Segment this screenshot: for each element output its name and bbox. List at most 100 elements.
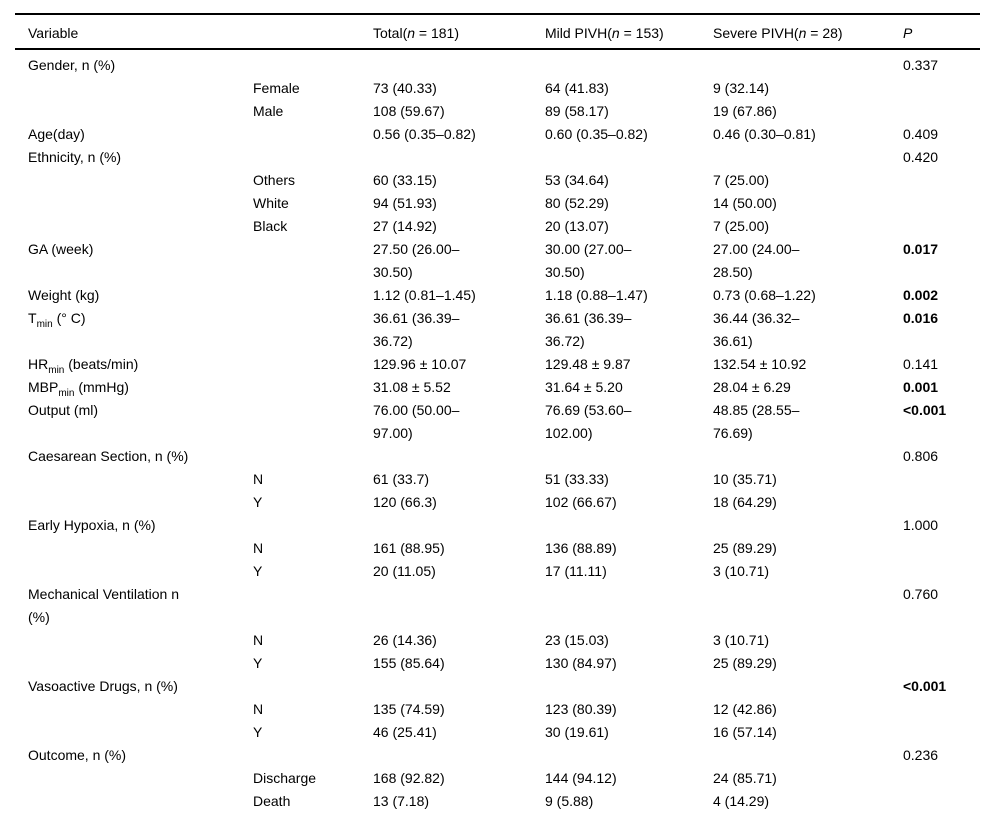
cell-variable	[15, 468, 240, 491]
cell-mild: 31.64 ± 5.20	[545, 379, 623, 395]
cell-total: 13 (7.18)	[373, 793, 430, 809]
cell-p	[890, 721, 980, 744]
cell-subcategory: N	[253, 540, 264, 556]
cell-subcategory: N	[253, 701, 264, 717]
cell-subcategory: Male	[253, 103, 284, 119]
cell-severe	[700, 49, 890, 77]
column-header-total: Total(n = 181)	[360, 14, 532, 50]
cell-subcategory: N	[253, 471, 264, 487]
cell-subcategory: Y	[253, 494, 263, 510]
cell-severe	[700, 744, 890, 767]
cell-variable: Outcome, n (%)	[28, 747, 127, 763]
cell-subcategory: Y	[253, 563, 263, 579]
cell-p: 0.420	[903, 149, 939, 165]
header-row: Variable Total(n = 181) Mild PIVH(n = 153)…	[15, 14, 980, 50]
cell-subcategory: Female	[253, 80, 300, 96]
cell-mild: 51 (33.33)	[545, 471, 609, 487]
cell-severe	[700, 514, 890, 537]
cell-subcategory	[240, 744, 360, 767]
table-row: Y 155 (85.64) 130 (84.97) 25 (89.29)	[15, 652, 980, 675]
cell-p: 0.236	[903, 747, 939, 763]
table-row: Output (ml) 76.00 (50.00– 97.00) 76.69 (53…	[15, 399, 980, 445]
cell-total	[360, 514, 532, 537]
cell-severe: 25 (89.29)	[713, 540, 777, 556]
cell-subcategory: Y	[253, 724, 263, 740]
cell-variable: Mechanical Ventilation n (%)	[28, 586, 179, 625]
cell-severe: 14 (50.00)	[713, 195, 777, 211]
cell-mild: 9 (5.88)	[545, 793, 594, 809]
cell-p	[890, 698, 980, 721]
cell-mild	[532, 583, 700, 629]
cell-total	[360, 583, 532, 629]
cell-severe: 28.04 ± 6.29	[713, 379, 791, 395]
table-row: HRmin (beats/min) 129.96 ± 10.07 129.48 ± …	[15, 353, 980, 376]
cell-total: 27.50 (26.00– 30.50)	[373, 241, 460, 280]
cell-p	[890, 192, 980, 215]
cell-mild: 30.00 (27.00– 30.50)	[545, 241, 632, 280]
cell-severe: 10 (35.71)	[713, 471, 777, 487]
cell-subcategory	[240, 238, 360, 284]
column-header-p-value: P	[890, 14, 980, 50]
table-header: Variable Total(n = 181) Mild PIVH(n = 153)…	[15, 14, 980, 50]
cell-severe: 48.85 (28.55– 76.69)	[713, 402, 800, 441]
cell-severe	[700, 675, 890, 698]
cell-variable	[15, 560, 240, 583]
cell-p: 0.760	[903, 586, 939, 602]
cell-mild: 144 (94.12)	[545, 770, 617, 786]
cell-p: 0.337	[903, 57, 939, 73]
cell-variable	[15, 652, 240, 675]
cell-mild: 23 (15.03)	[545, 632, 609, 648]
cell-total: 60 (33.15)	[373, 172, 437, 188]
cell-p	[890, 100, 980, 123]
cell-subcategory	[240, 123, 360, 146]
cell-p: 0.002	[903, 287, 939, 303]
table-row: Gender, n (%) 0.337	[15, 49, 980, 77]
cell-variable	[15, 192, 240, 215]
cell-severe: 18 (64.29)	[713, 494, 777, 510]
cell-p: 0.806	[903, 448, 939, 464]
cell-severe: 0.73 (0.68–1.22)	[713, 287, 816, 303]
cell-subcategory: Discharge	[253, 770, 317, 786]
cell-severe: 24 (85.71)	[713, 770, 777, 786]
cell-subcategory	[240, 376, 360, 399]
cell-mild: 30 (19.61)	[545, 724, 609, 740]
cell-p	[890, 491, 980, 514]
cell-total: 20 (11.05)	[373, 563, 436, 579]
cell-variable	[15, 698, 240, 721]
cell-p: 0.017	[903, 241, 939, 257]
cell-variable	[15, 790, 240, 821]
cell-variable: Vasoactive Drugs, n (%)	[28, 678, 178, 694]
cell-total: 61 (33.7)	[373, 471, 430, 487]
cell-total: 161 (88.95)	[373, 540, 445, 556]
cell-total: 73 (40.33)	[373, 80, 437, 96]
cell-subcategory	[240, 445, 360, 468]
cell-total: 76.00 (50.00– 97.00)	[373, 402, 460, 441]
table-row: Others 60 (33.15) 53 (34.64) 7 (25.00)	[15, 169, 980, 192]
table-row: Mechanical Ventilation n (%) 0.760	[15, 583, 980, 629]
cell-p	[890, 169, 980, 192]
cell-p: <0.001	[903, 678, 947, 694]
cell-p: 1.000	[903, 517, 939, 533]
cell-subcategory	[240, 399, 360, 445]
cell-variable: HRmin (beats/min)	[28, 356, 139, 376]
column-header-subcategory	[240, 14, 360, 50]
cell-variable	[15, 100, 240, 123]
cell-variable: Early Hypoxia, n (%)	[28, 517, 156, 533]
column-header-mild-pivh: Mild PIVH(n = 153)	[532, 14, 700, 50]
cell-mild: 76.69 (53.60– 102.00)	[545, 402, 632, 441]
cell-total	[360, 445, 532, 468]
cell-total	[360, 744, 532, 767]
cell-total	[360, 146, 532, 169]
cell-severe: 7 (25.00)	[713, 218, 770, 234]
cell-p	[890, 767, 980, 790]
cell-mild: 102 (66.67)	[545, 494, 617, 510]
cell-severe: 36.44 (36.32– 36.61)	[713, 310, 800, 349]
cell-variable: Age(day)	[28, 126, 85, 142]
baseline-characteristics-table: Variable Total(n = 181) Mild PIVH(n = 153)…	[15, 13, 980, 821]
cell-p: 0.409	[903, 126, 939, 142]
cell-subcategory	[240, 146, 360, 169]
cell-variable: GA (week)	[28, 241, 94, 257]
cell-severe: 27.00 (24.00– 28.50)	[713, 241, 800, 280]
table-row: Ethnicity, n (%) 0.420	[15, 146, 980, 169]
cell-variable	[15, 629, 240, 652]
